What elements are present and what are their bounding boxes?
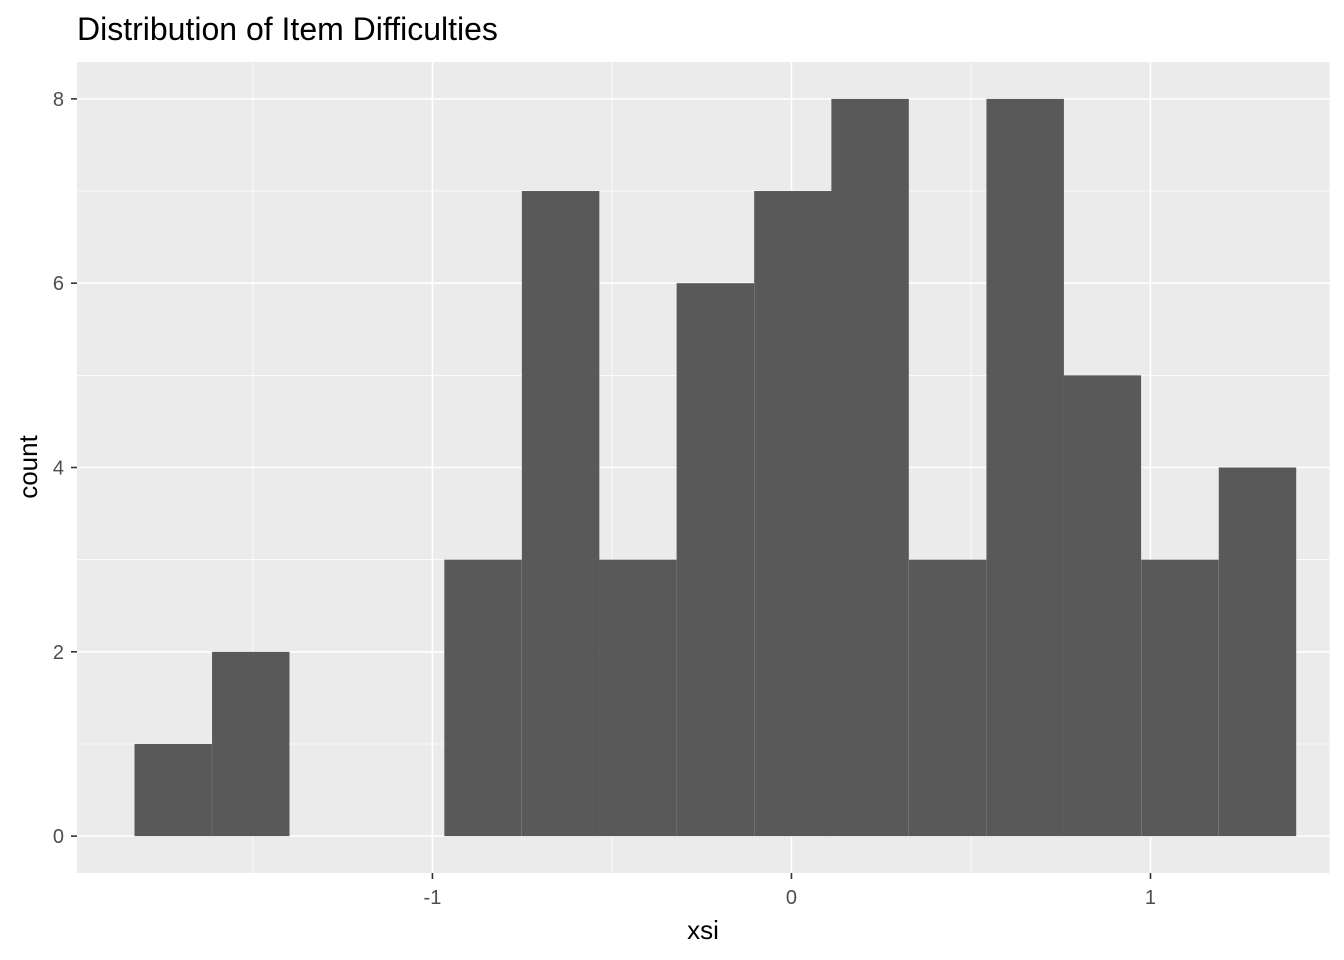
histogram-bar <box>908 559 987 837</box>
y-axis-title: count <box>13 434 43 498</box>
chart-title: Distribution of Item Difficulties <box>77 11 498 47</box>
histogram-bar <box>831 98 909 837</box>
histogram-bar <box>1063 375 1142 837</box>
x-tick-label: 1 <box>1145 887 1156 909</box>
histogram-bar <box>1141 559 1219 837</box>
histogram-bars <box>134 98 1297 837</box>
y-tick-label: 4 <box>53 458 64 480</box>
histogram-bar <box>986 98 1064 837</box>
x-axis-ticks: -1 0 1 <box>424 873 1156 909</box>
histogram-bar <box>134 743 212 837</box>
y-tick-label: 8 <box>53 89 64 111</box>
histogram-bar <box>599 559 677 837</box>
histogram-bar <box>1218 467 1297 837</box>
x-axis-title: xsi <box>687 915 719 945</box>
y-tick-label: 2 <box>53 642 64 664</box>
histogram-bar <box>521 191 600 837</box>
x-tick-label: 0 <box>786 887 797 909</box>
histogram-bar <box>754 191 832 837</box>
histogram-bar <box>444 559 522 837</box>
histogram-bar <box>676 283 755 837</box>
y-tick-label: 0 <box>53 826 64 848</box>
y-axis-ticks: 0 2 4 6 8 <box>53 89 77 848</box>
x-tick-label: -1 <box>424 887 442 909</box>
histogram-bar <box>212 651 290 837</box>
y-tick-label: 6 <box>53 273 64 295</box>
